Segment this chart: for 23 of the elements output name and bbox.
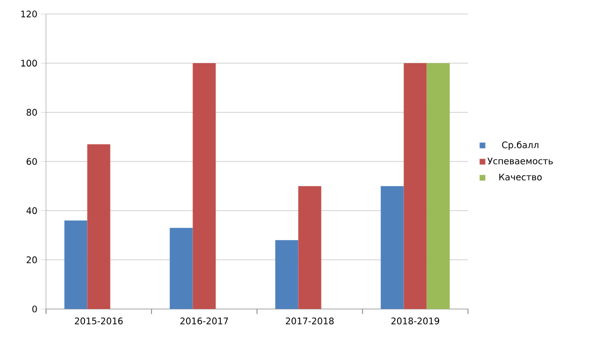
bar xyxy=(426,63,450,309)
y-tick-label: 80 xyxy=(26,108,37,116)
x-tick-label: 2015-2016 xyxy=(74,318,123,324)
y-tick-label: 40 xyxy=(26,207,37,214)
legend-label: Ср.балл xyxy=(502,141,538,150)
y-tick-label: 60 xyxy=(26,158,37,165)
bar xyxy=(298,186,322,309)
legend-label: Качество xyxy=(499,174,542,180)
y-tick-label: 100 xyxy=(21,60,37,67)
x-tick-label: 2017-2018 xyxy=(286,318,334,324)
bar xyxy=(192,63,216,309)
bar xyxy=(404,63,427,309)
legend-label: Успеваемость xyxy=(487,158,553,164)
y-tick-label: 20 xyxy=(26,256,37,264)
bar xyxy=(170,228,193,309)
x-tick-label: 2018-2019 xyxy=(391,318,440,324)
x-tick-label: 2016-2017 xyxy=(180,318,228,324)
bar xyxy=(380,186,404,309)
bar xyxy=(64,220,88,309)
bar xyxy=(87,144,110,309)
bar xyxy=(275,240,298,309)
y-tick-label: 120 xyxy=(21,10,37,18)
y-tick-label: 0 xyxy=(32,306,37,312)
